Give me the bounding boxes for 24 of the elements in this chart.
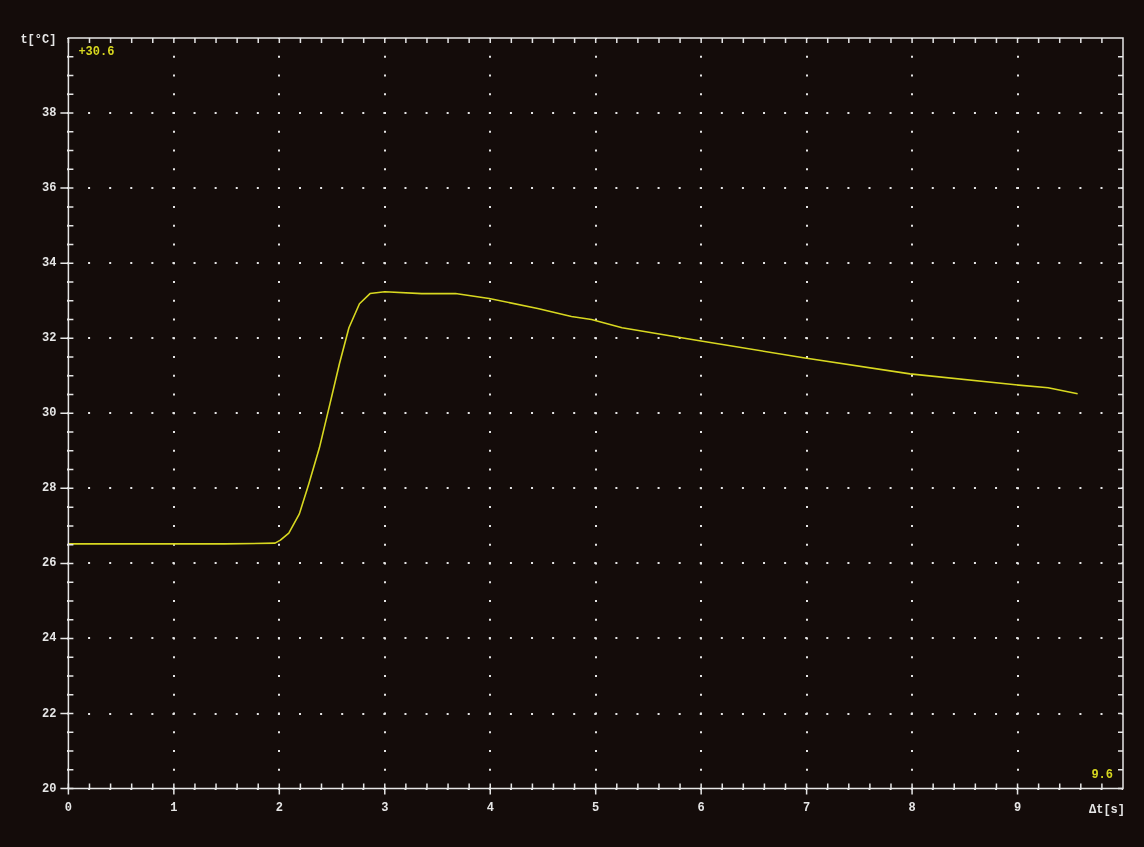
x-tick-label: 0: [64, 800, 72, 815]
y-tick-label: 20: [42, 781, 57, 796]
y-tick-label: 34: [42, 256, 57, 271]
x-tick-label: 9: [1013, 800, 1022, 815]
y-tick-label: 22: [42, 706, 57, 721]
annotation: 9.6: [1091, 767, 1113, 782]
y-tick-label: 26: [42, 556, 57, 571]
x-tick-label: 5: [592, 800, 600, 815]
y-tick-label: 24: [42, 631, 57, 646]
y-tick-label: 38: [42, 106, 57, 121]
y-tick-label: 32: [42, 331, 57, 346]
x-axis-title: Δt[s]: [1088, 802, 1125, 817]
annotation: +30.6: [78, 45, 115, 60]
y-tick-label: 30: [42, 406, 57, 421]
x-tick-label: 7: [803, 800, 811, 815]
x-tick-label: 8: [908, 800, 916, 815]
x-tick-label: 2: [275, 800, 283, 815]
y-tick-label: 28: [42, 481, 57, 496]
x-tick-label: 1: [170, 800, 178, 815]
x-tick-label: 3: [381, 800, 389, 815]
y-tick-label: 36: [42, 181, 57, 196]
y-axis-title: t[°C]: [20, 33, 57, 48]
x-tick-label: 6: [697, 800, 705, 815]
x-tick-label: 4: [486, 800, 494, 815]
